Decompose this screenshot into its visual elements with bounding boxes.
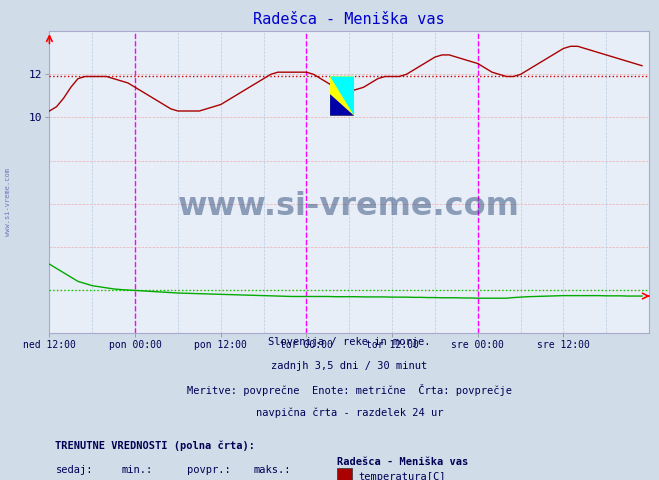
Title: Radešca - Meniška vas: Radešca - Meniška vas xyxy=(254,12,445,27)
Text: min.:: min.: xyxy=(121,465,153,475)
Text: sedaj:: sedaj: xyxy=(55,465,93,475)
Bar xyxy=(330,76,354,116)
Text: Radešca - Meniška vas: Radešca - Meniška vas xyxy=(337,456,469,467)
Text: TRENUTNE VREDNOSTI (polna črta):: TRENUTNE VREDNOSTI (polna črta): xyxy=(55,440,256,451)
Text: www.si-vreme.com: www.si-vreme.com xyxy=(179,191,520,222)
Text: Meritve: povprečne  Enote: metrične  Črta: povprečje: Meritve: povprečne Enote: metrične Črta:… xyxy=(186,384,512,396)
Text: www.si-vreme.com: www.si-vreme.com xyxy=(5,168,11,236)
Text: temperatura[C]: temperatura[C] xyxy=(358,472,445,480)
Polygon shape xyxy=(330,94,354,116)
Text: Slovenija / reke in morje.: Slovenija / reke in morje. xyxy=(268,337,430,347)
Text: navpična črta - razdelek 24 ur: navpična črta - razdelek 24 ur xyxy=(256,407,443,418)
Text: maks.:: maks.: xyxy=(253,465,291,475)
Text: povpr.:: povpr.: xyxy=(187,465,231,475)
Polygon shape xyxy=(330,76,354,116)
Text: zadnjh 3,5 dni / 30 minut: zadnjh 3,5 dni / 30 minut xyxy=(271,360,428,371)
Bar xyxy=(337,468,353,480)
